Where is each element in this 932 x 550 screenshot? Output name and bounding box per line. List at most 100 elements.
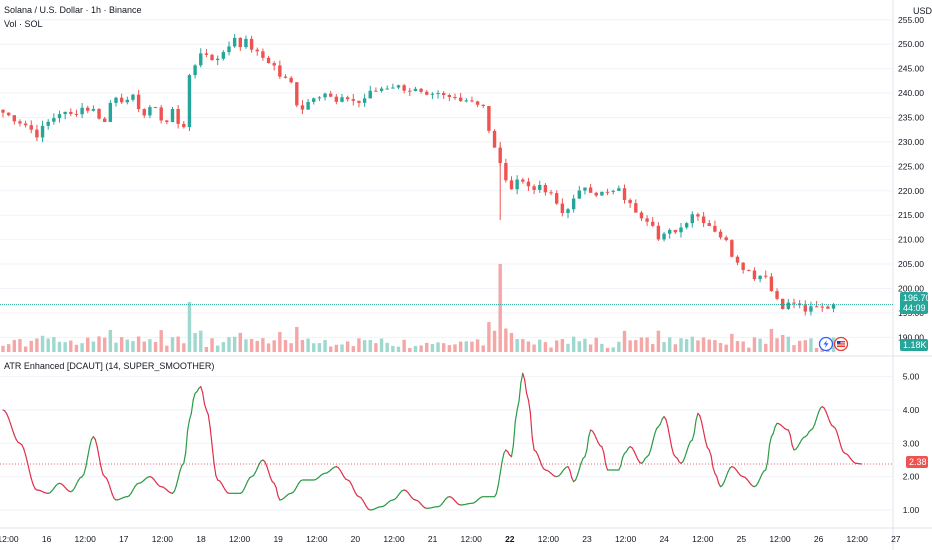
time-tick-label: 12:00 bbox=[615, 534, 637, 544]
atr-segment bbox=[704, 440, 708, 449]
atr-segment bbox=[510, 444, 514, 458]
candle-body bbox=[159, 107, 163, 121]
volume-bar bbox=[492, 330, 497, 352]
time-tick-label: 21 bbox=[428, 534, 438, 544]
atr-segment bbox=[196, 387, 200, 393]
last-price-label: 196.70 44:09 bbox=[900, 292, 931, 314]
volume-bar bbox=[701, 337, 706, 352]
atr-segment bbox=[718, 482, 722, 488]
atr-segment bbox=[772, 426, 776, 434]
atr-segment bbox=[815, 411, 820, 419]
candle-body bbox=[63, 111, 67, 115]
volume-bar bbox=[334, 344, 339, 352]
currency-label: USD bbox=[913, 6, 932, 16]
atr-segment bbox=[213, 461, 217, 476]
volume-bar bbox=[86, 337, 90, 352]
candle-body bbox=[1, 109, 5, 113]
volume-bar bbox=[769, 328, 774, 352]
volume-bar bbox=[57, 341, 62, 352]
candle-body bbox=[278, 65, 282, 77]
candle-body bbox=[362, 98, 367, 103]
atr-segment bbox=[827, 416, 831, 423]
candle-body bbox=[543, 184, 548, 193]
candle-body bbox=[526, 181, 531, 187]
volume-bar bbox=[187, 302, 192, 352]
candle-body bbox=[272, 63, 276, 66]
candle-body bbox=[797, 303, 802, 306]
atr-segment bbox=[765, 461, 769, 471]
price-tick-label: 215.00 bbox=[898, 210, 924, 220]
atr-segment bbox=[693, 419, 697, 434]
candle-body bbox=[391, 87, 395, 89]
atr-segment bbox=[601, 446, 605, 454]
volume-bar bbox=[758, 338, 762, 352]
atr-segment bbox=[702, 431, 707, 442]
atr-segment bbox=[254, 467, 258, 474]
atr-tick-label: 3.00 bbox=[903, 438, 920, 448]
atr-segment bbox=[676, 457, 680, 463]
atr-segment bbox=[75, 479, 79, 485]
atr-line bbox=[0, 372, 893, 511]
volume-bar bbox=[153, 342, 158, 352]
volume-bar bbox=[679, 338, 683, 352]
atr-segment bbox=[11, 428, 15, 436]
volume-bar bbox=[628, 340, 632, 352]
time-tick-label: 19 bbox=[273, 534, 283, 544]
volume-bar bbox=[707, 339, 711, 352]
time-tick-label: 12:00 bbox=[75, 534, 97, 544]
us-flag-icon[interactable] bbox=[833, 336, 849, 352]
candle-body bbox=[481, 104, 485, 106]
time-tick-label: 23 bbox=[582, 534, 592, 544]
volume-bar bbox=[351, 346, 355, 352]
atr-segment bbox=[341, 472, 345, 478]
time-tick-label: 22 bbox=[505, 534, 515, 544]
atr-segment bbox=[109, 487, 113, 495]
candle-body bbox=[108, 102, 113, 122]
volume-bar bbox=[108, 329, 113, 352]
atr-segment bbox=[23, 448, 27, 456]
atr-segment bbox=[535, 450, 539, 456]
candle-body bbox=[29, 125, 33, 130]
candle-body bbox=[809, 306, 813, 312]
volume-bar bbox=[396, 346, 401, 352]
volume-bar bbox=[40, 335, 45, 352]
atr-segment bbox=[669, 436, 673, 448]
lightning-icon[interactable] bbox=[818, 336, 834, 352]
candle-body bbox=[611, 190, 615, 192]
volume-bar bbox=[419, 345, 423, 352]
atr-segment bbox=[580, 457, 584, 464]
atr-tick-label: 1.00 bbox=[903, 505, 920, 515]
volume-bar bbox=[80, 343, 84, 352]
atr-segment bbox=[768, 436, 773, 446]
candle-body bbox=[690, 214, 694, 224]
volume-bar bbox=[526, 341, 531, 352]
atr-segment bbox=[569, 469, 573, 479]
volume-bar bbox=[425, 342, 429, 352]
candle-body bbox=[555, 193, 559, 204]
atr-segment bbox=[207, 414, 211, 429]
candle-body bbox=[656, 225, 661, 240]
volume-bar bbox=[651, 344, 655, 352]
candle-body bbox=[735, 256, 740, 263]
atr-segment bbox=[716, 476, 720, 484]
candle-body bbox=[571, 198, 576, 210]
atr-segment bbox=[650, 441, 654, 450]
atr-segment bbox=[593, 433, 597, 439]
price-tick-label: 220.00 bbox=[898, 186, 924, 196]
atr-segment bbox=[256, 463, 260, 469]
atr-segment bbox=[190, 399, 194, 414]
candle-body bbox=[464, 100, 468, 102]
volume-bar bbox=[662, 342, 666, 352]
time-tick-label: 16 bbox=[42, 534, 52, 544]
atr-segment bbox=[537, 454, 541, 461]
volume-bar bbox=[125, 339, 129, 352]
volume-bar bbox=[170, 337, 175, 352]
atr-segment bbox=[687, 440, 692, 447]
volume-bar bbox=[295, 326, 299, 352]
atr-segment bbox=[514, 409, 518, 423]
atr-segment bbox=[723, 476, 727, 483]
volume-bar bbox=[735, 341, 740, 352]
atr-segment bbox=[175, 477, 179, 487]
volume-bar bbox=[690, 336, 694, 352]
